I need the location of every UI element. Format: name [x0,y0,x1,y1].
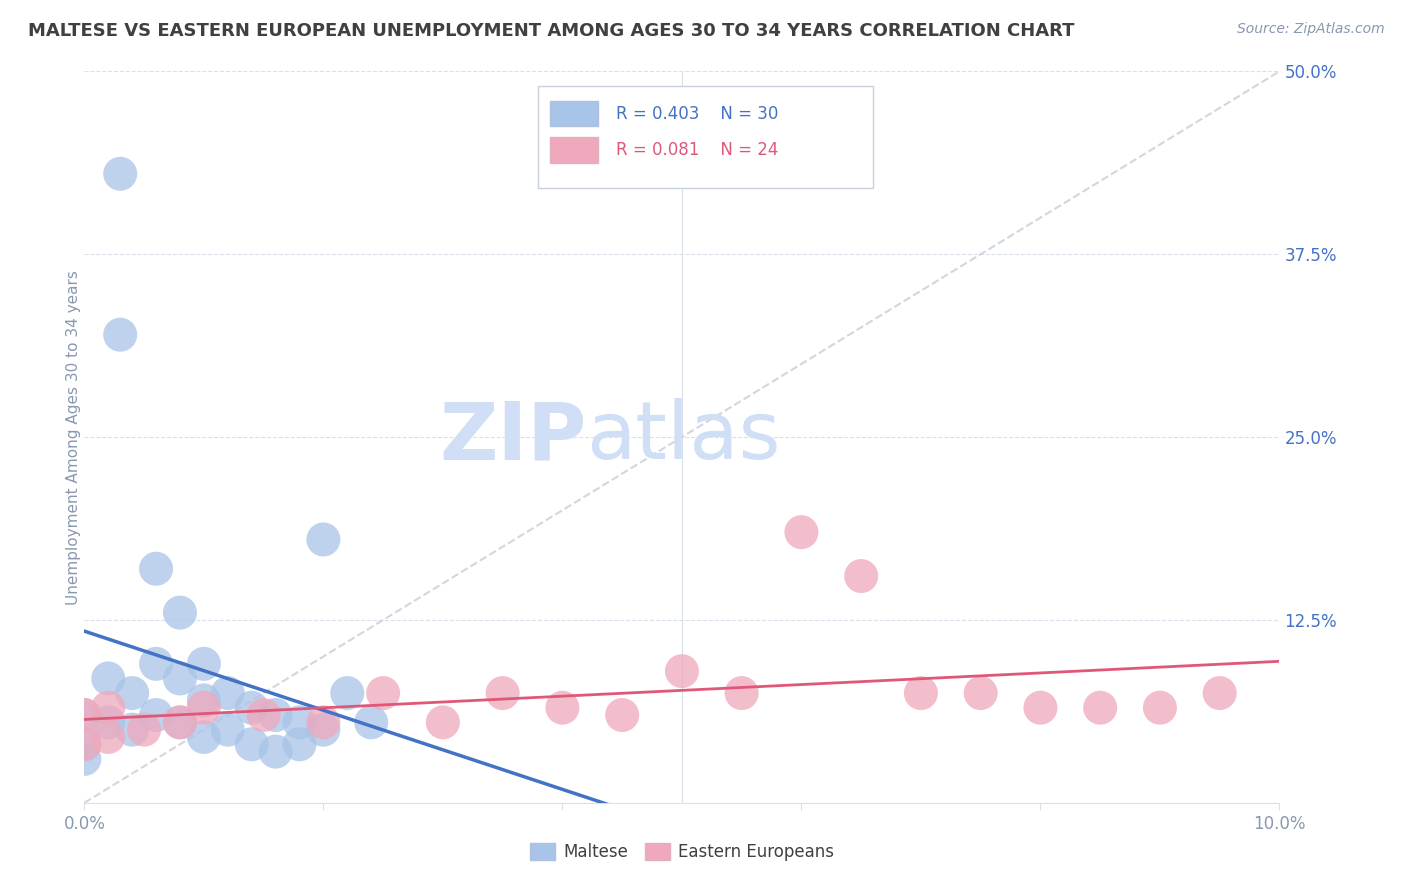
Point [240,737,263,751]
Point [73,737,96,751]
Point [193,700,215,714]
Y-axis label: Unemployment Among Ages 30 to 34 years: Unemployment Among Ages 30 to 34 years [66,269,80,605]
Point [73,737,96,751]
Point [73,752,96,766]
Point [312,715,335,730]
Point [121,686,143,700]
Point [1090,700,1112,714]
FancyBboxPatch shape [538,86,873,188]
Point [97,700,120,714]
Point [551,700,574,714]
Point [169,606,191,620]
Point [264,745,287,759]
Point [1029,700,1052,714]
Point [910,686,932,700]
Point [1209,686,1232,700]
Point [217,686,239,700]
Point [970,686,993,700]
Point [288,715,311,730]
Point [612,708,634,723]
Point [193,730,215,744]
Point [240,700,263,714]
Point [121,723,143,737]
Point [145,657,167,671]
Text: R = 0.403    N = 30: R = 0.403 N = 30 [616,104,779,123]
Text: ZIP: ZIP [439,398,586,476]
Point [97,730,120,744]
Point [169,715,191,730]
Point [360,715,382,730]
Point [288,737,311,751]
Text: atlas: atlas [586,398,780,476]
Point [97,672,120,686]
Point [1149,700,1171,714]
Text: MALTESE VS EASTERN EUROPEAN UNEMPLOYMENT AMONG AGES 30 TO 34 YEARS CORRELATION C: MALTESE VS EASTERN EUROPEAN UNEMPLOYMENT… [28,22,1074,40]
Text: Source: ZipAtlas.com: Source: ZipAtlas.com [1237,22,1385,37]
Point [790,525,813,540]
Point [671,664,693,678]
Point [145,562,167,576]
Text: R = 0.081    N = 24: R = 0.081 N = 24 [616,141,779,160]
Point [169,715,191,730]
Point [73,708,96,723]
Point [312,533,335,547]
Point [193,657,215,671]
Point [110,167,132,181]
Point [492,686,515,700]
Point [132,723,156,737]
Point [73,708,96,723]
Point [432,715,454,730]
Point [169,672,191,686]
Point [336,686,359,700]
FancyBboxPatch shape [551,137,599,163]
Point [193,693,215,707]
Point [312,723,335,737]
Point [110,327,132,342]
Point [373,686,395,700]
Point [264,708,287,723]
FancyBboxPatch shape [551,101,599,127]
Legend: Maltese, Eastern Europeans: Maltese, Eastern Europeans [523,836,841,868]
Point [97,715,120,730]
Point [253,708,276,723]
Point [851,569,873,583]
Point [731,686,754,700]
Point [217,723,239,737]
Point [145,708,167,723]
